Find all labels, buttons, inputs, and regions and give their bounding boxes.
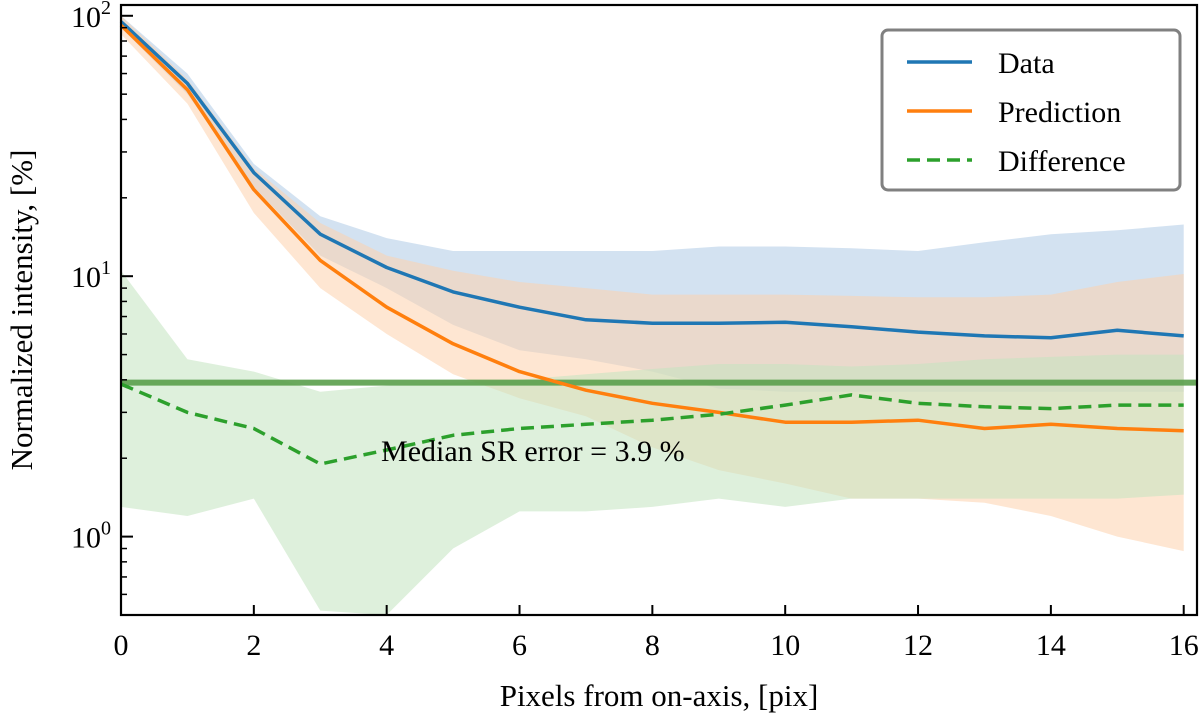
median-sr-annotation: Median SR error = 3.9 % — [381, 435, 685, 468]
uncertainty-bands — [121, 15, 1184, 615]
x-tick-label: 6 — [512, 629, 527, 662]
series-lines — [119, 20, 1184, 466]
legend-label-difference: Difference — [998, 145, 1126, 178]
x-tick-label: 10 — [770, 629, 800, 662]
series-line-data — [119, 20, 1184, 340]
x-tick-label: 8 — [645, 629, 660, 662]
x-axis-label: Pixels from on-axis, [pix] — [500, 678, 819, 713]
x-tick-label: 14 — [1036, 629, 1066, 662]
x-axis-ticks: 0 2 4 6 8 10 12 14 16 — [114, 605, 1199, 662]
y-axis-ticks: 100 101 102 — [71, 0, 133, 616]
plot-frame — [119, 3, 1199, 617]
x-tick-label: 2 — [246, 629, 261, 662]
y-tick-label: 101 — [71, 257, 111, 294]
y-tick-label: 100 — [71, 518, 111, 555]
x-tick-label: 12 — [903, 629, 933, 662]
x-tick-label: 16 — [1169, 629, 1199, 662]
y-tick-label: 102 — [71, 0, 111, 34]
legend: Data Prediction Difference — [880, 28, 1182, 192]
series-line-difference — [120, 382, 1184, 466]
series-line-prediction — [119, 23, 1184, 433]
legend-box — [880, 28, 1182, 192]
legend-label-prediction: Prediction — [998, 96, 1121, 129]
legend-label-data: Data — [998, 47, 1055, 80]
y-axis-label: Normalized intensity, [%] — [4, 150, 39, 471]
band-difference — [121, 270, 1184, 615]
x-tick-label: 0 — [114, 629, 129, 662]
x-tick-label: 4 — [379, 629, 394, 662]
